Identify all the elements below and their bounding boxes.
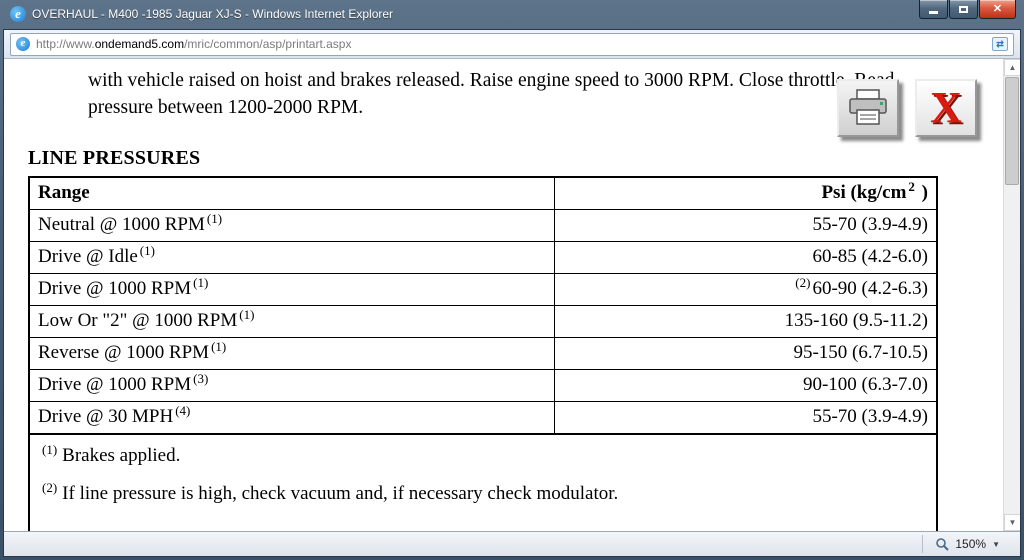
range-footnote-ref: (1) [139, 243, 155, 258]
url-domain: ondemand5.com [94, 37, 185, 51]
psi-cell: 60-85 (4.2-6.0) [812, 246, 928, 267]
table-row: Drive @ Idle (1) 60-85 (4.2-6.0) [28, 241, 938, 274]
title-bar-left: e OVERHAUL - M400 -1985 Jaguar XJ-S - Wi… [10, 6, 919, 22]
status-bar: 150% ▼ [4, 531, 1020, 556]
psi-footnote-ref: (2) [795, 275, 811, 290]
psi-cell: 55-70 (3.9-4.9) [812, 214, 928, 235]
header-psi-post: ) [916, 182, 928, 203]
table-row: Drive @ 1000 RPM (1) (2) 60-90 (4.2-6.3) [28, 273, 938, 306]
close-icon: ✕ [992, 2, 1003, 15]
intro-paragraph: with vehicle raised on hoist and brakes … [88, 70, 895, 118]
range-footnote-ref: (1) [211, 339, 227, 354]
table-row: Low Or "2" @ 1000 RPM (1) 135-160 (9.5-11… [28, 305, 938, 338]
table-row: Drive @ 30 MPH (4) 55-70 (3.9-4.9) [28, 401, 938, 435]
psi-cell: 90-100 (6.3-7.0) [802, 374, 928, 395]
window-title: OVERHAUL - M400 -1985 Jaguar XJ-S - Wind… [32, 7, 394, 21]
header-psi-sup: 2 [908, 179, 915, 194]
range-footnote-ref: (1) [239, 307, 255, 322]
footnote-text: Brakes applied. [62, 445, 181, 466]
maximize-button[interactable] [949, 0, 978, 19]
content-area: with vehicle raised on hoist and brakes … [4, 59, 1020, 531]
psi-cell: 135-160 (9.5-11.2) [784, 310, 928, 331]
section-heading: LINE PRESSURES [28, 147, 201, 169]
app-body: e http://www.ondemand5.com/mric/common/a… [3, 29, 1021, 557]
psi-cell: 55-70 (3.9-4.9) [812, 406, 928, 427]
table-row: Neutral @ 1000 RPM (1) 55-70 (3.9-4.9) [28, 209, 938, 242]
address-bar: e http://www.ondemand5.com/mric/common/a… [4, 30, 1020, 59]
header-psi-pre: Psi (kg/cm [821, 182, 907, 203]
compatibility-view-icon[interactable]: ⇄ [992, 37, 1008, 51]
table-header-row: Range Psi (kg/cm 2 ) [28, 176, 938, 210]
footnotes-block: (1) Brakes applied. (2) If line pressure i… [28, 435, 938, 531]
ie-favicon: e [16, 37, 30, 51]
range-cell: Neutral @ 1000 RPM [38, 214, 205, 235]
range-footnote-ref: (1) [206, 211, 223, 226]
footnote: (2) If line pressure is high, check vacuu… [40, 480, 926, 505]
printer-icon [849, 89, 887, 125]
close-article-button[interactable]: X [915, 79, 977, 137]
close-button[interactable]: ✕ [979, 0, 1016, 19]
range-cell: Drive @ 1000 RPM [38, 278, 192, 299]
footnote-text: If line pressure is high, check vacuum a… [62, 483, 619, 504]
table-row: Reverse @ 1000 RPM (1) 95-150 (6.7-10.5) [28, 337, 938, 370]
zoom-control[interactable]: 150% ▼ [922, 535, 1010, 553]
range-cell: Low Or "2" @ 1000 RPM [38, 310, 238, 331]
print-button[interactable] [837, 79, 899, 137]
title-bar: e OVERHAUL - M400 -1985 Jaguar XJ-S - Wi… [3, 0, 1021, 29]
url-scheme: http://www. [36, 37, 95, 51]
scrollbar-thumb[interactable] [1005, 77, 1019, 185]
psi-cell: 60-90 (4.2-6.3) [812, 278, 928, 299]
line-pressures-table: Range Psi (kg/cm 2 ) Neutral @ 1000 RPM (1… [28, 176, 938, 435]
header-psi: Psi (kg/cm 2 ) [553, 176, 938, 210]
psi-cell: 95-150 (6.7-10.5) [793, 342, 928, 363]
ie-icon: e [10, 6, 26, 22]
minimize-icon [929, 10, 938, 14]
range-footnote-ref: (1) [193, 275, 209, 290]
minimize-button[interactable] [919, 0, 948, 19]
address-input[interactable]: e http://www.ondemand5.com/mric/common/a… [10, 32, 1014, 56]
range-cell: Drive @ Idle [38, 246, 138, 267]
caption-buttons: ✕ [919, 0, 1016, 19]
header-range: Range [28, 176, 555, 210]
url-text: http://www.ondemand5.com/mric/common/asp… [36, 37, 986, 51]
scrollbar-down-button[interactable]: ▼ [1004, 514, 1020, 531]
range-footnote-ref: (3) [193, 371, 209, 386]
table-row: Drive @ 1000 RPM (3) 90-100 (6.3-7.0) [28, 369, 938, 402]
document-pane: with vehicle raised on hoist and brakes … [4, 59, 1003, 531]
chevron-down-icon: ▼ [992, 539, 1000, 549]
footnote-ref: (2) [42, 480, 58, 495]
zoom-icon [936, 538, 950, 551]
footnote-ref: (1) [42, 442, 58, 457]
range-cell: Drive @ 30 MPH [38, 406, 174, 427]
url-path: /mric/common/asp/printart.aspx [184, 37, 352, 51]
range-cell: Reverse @ 1000 RPM [38, 342, 210, 363]
range-footnote-ref: (4) [175, 403, 191, 418]
maximize-icon [959, 5, 968, 13]
red-x-icon: X [930, 83, 962, 132]
scrollbar-up-button[interactable]: ▲ [1004, 59, 1020, 76]
footnote: (1) Brakes applied. [40, 442, 926, 467]
vertical-scrollbar[interactable]: ▲ ▼ [1003, 59, 1020, 531]
zoom-level: 150% [955, 537, 987, 551]
range-cell: Drive @ 1000 RPM [38, 374, 192, 395]
